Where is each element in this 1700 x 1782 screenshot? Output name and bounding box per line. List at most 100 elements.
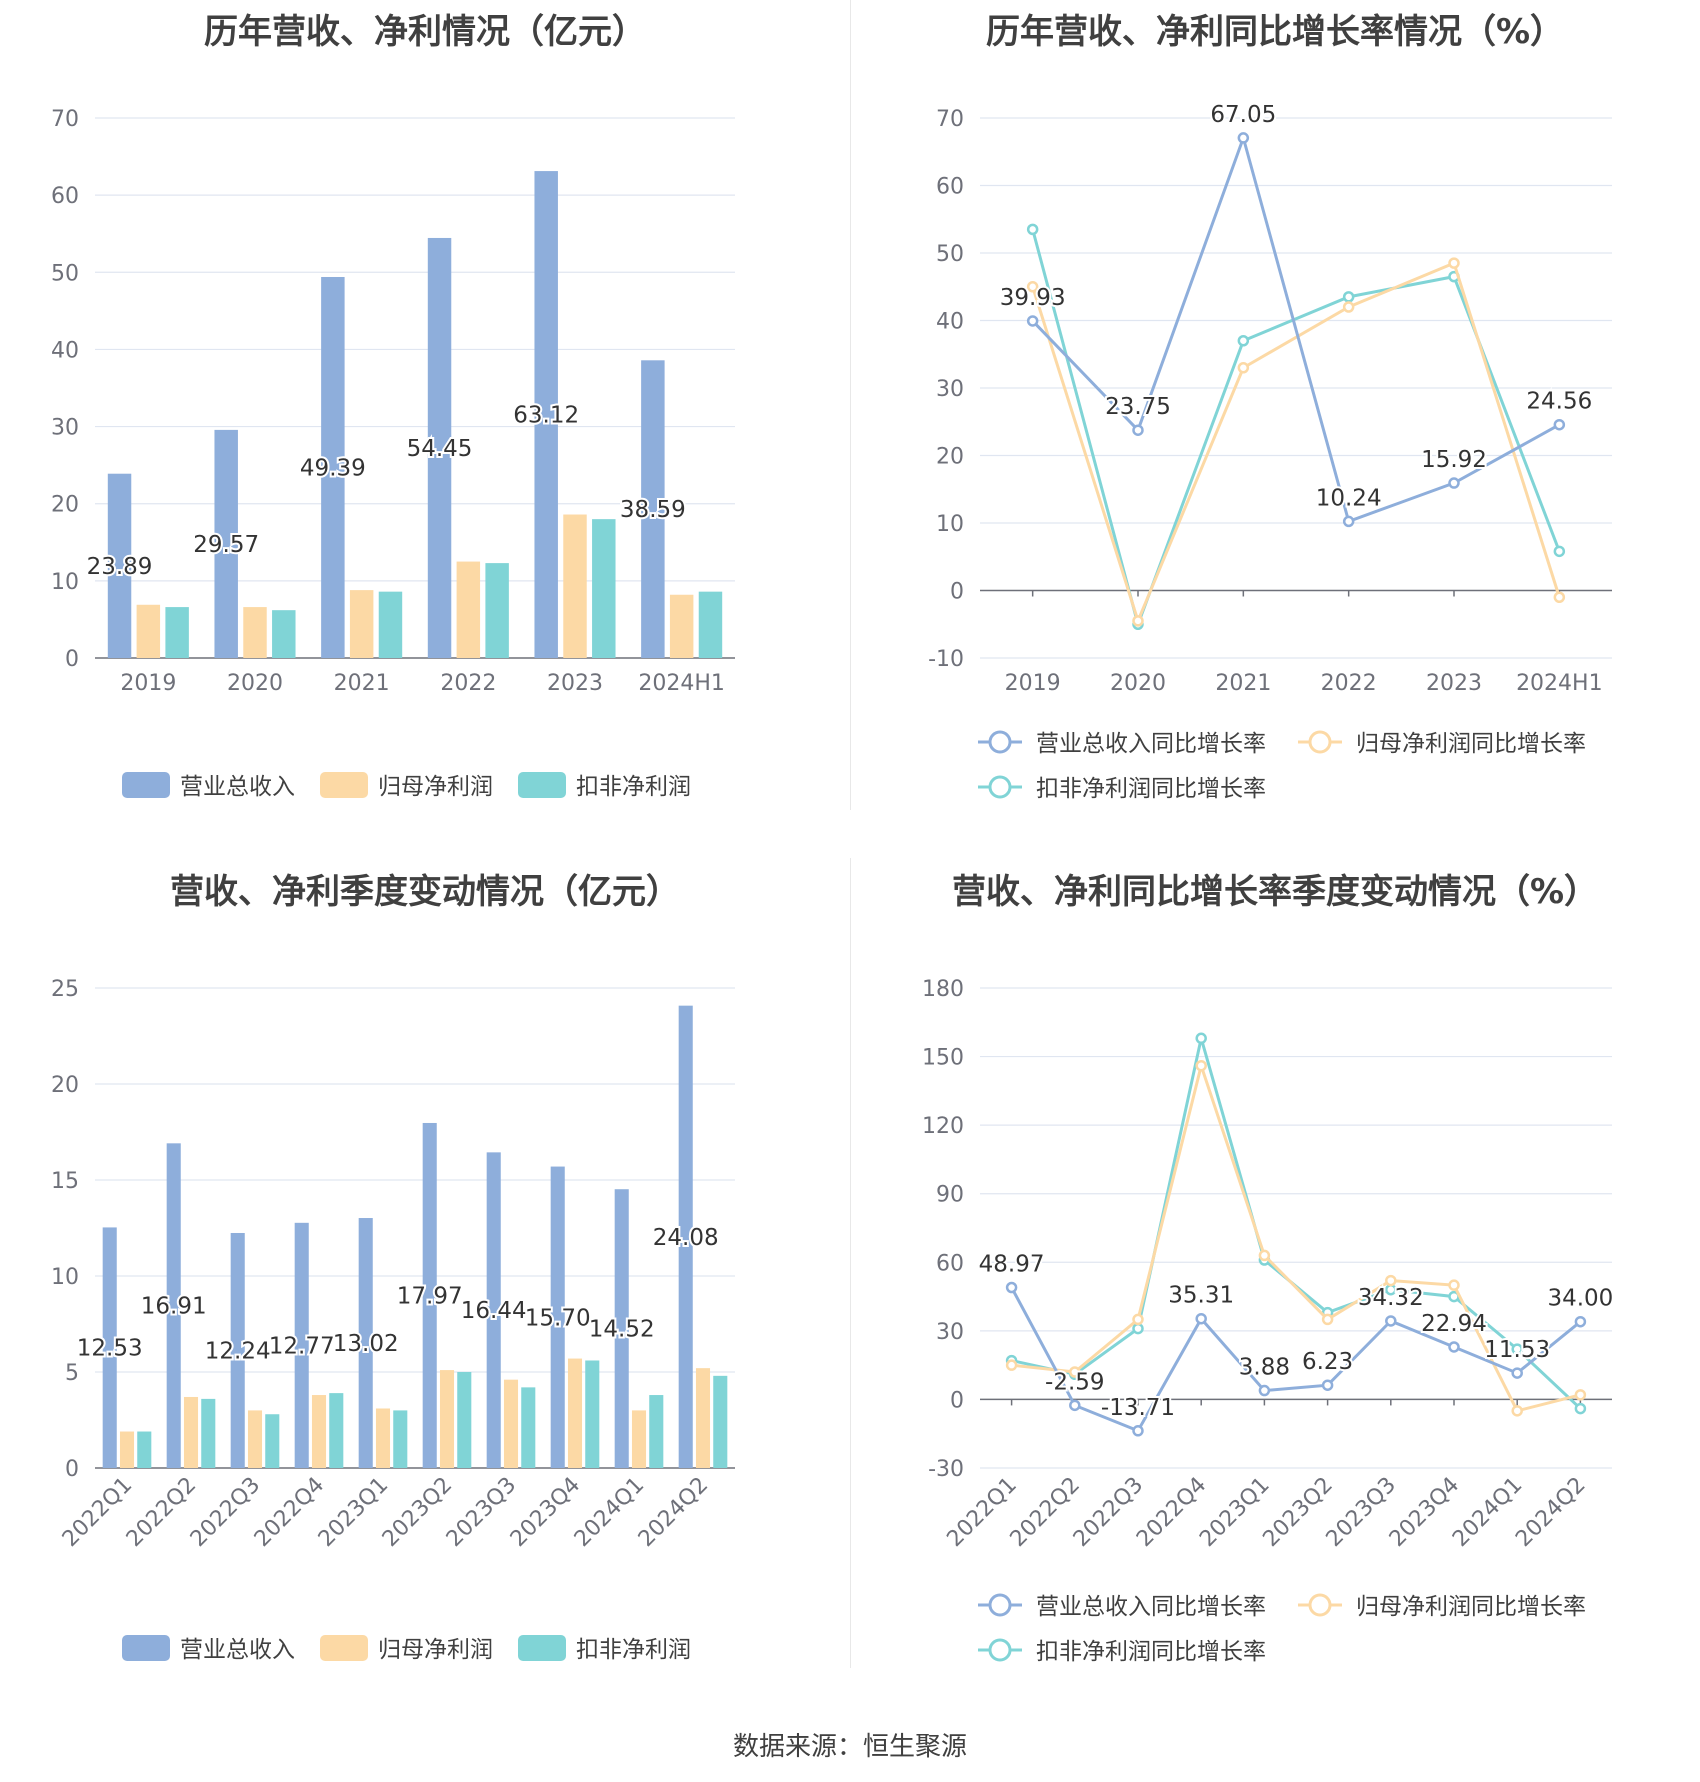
x-tick-label: 2023 (1426, 671, 1482, 696)
y-tick-label: 70 (936, 107, 964, 132)
y-tick-label: 60 (936, 1251, 964, 1276)
y-tick-label: 90 (936, 1183, 964, 1208)
bar-revenue (294, 1222, 309, 1468)
x-tick-label: 2019 (120, 671, 176, 696)
bar-revenue (102, 1227, 117, 1468)
x-tick-label: 2022Q3 (186, 1473, 265, 1552)
data-label: 16.44 (461, 1298, 527, 1324)
y-tick-label: 50 (51, 261, 79, 286)
x-tick-label: 2024Q2 (634, 1473, 713, 1552)
legend-swatch (122, 772, 170, 798)
x-tick-label: 2024H1 (1516, 671, 1603, 696)
data-label: 29.57 (193, 532, 259, 558)
bar-deducted-profit (457, 1372, 472, 1468)
bar-revenue (230, 1232, 245, 1468)
chart-quarterly-revenue-profit: 营收、净利季度变动情况（亿元） 0 5 10 15 20 25 2022Q1 2022Q2 20… (0, 860, 850, 1710)
data-point (1195, 1059, 1207, 1072)
legend-marker (988, 1593, 1012, 1617)
data-label: 10.24 (1316, 485, 1382, 511)
y-tick-label: 20 (51, 493, 79, 518)
data-point (1342, 301, 1355, 313)
x-tick-label: 2023Q3 (1322, 1473, 1401, 1552)
data-point (1132, 424, 1144, 436)
data-label: 15.92 (1421, 447, 1487, 473)
bar-deducted-profit (521, 1387, 536, 1468)
data-point (1511, 1405, 1523, 1417)
y-tick-label: 150 (922, 1046, 964, 1071)
legend-label: 归母净利润同比增长率 (1356, 1594, 1586, 1620)
data-point (1132, 1313, 1144, 1326)
bar-deducted-profit (393, 1410, 408, 1468)
bar-deducted-profit (137, 1431, 152, 1468)
bar-net-profit (311, 1395, 327, 1468)
data-label: 34.32 (1358, 1285, 1424, 1311)
legend-label: 营业总收入同比增长率 (1036, 731, 1266, 757)
data-source: 数据来源：恒生聚源 (732, 1732, 967, 1762)
series-line (1031, 132, 1561, 524)
bar-net-profit (669, 594, 694, 658)
bar-net-profit (183, 1396, 199, 1468)
divider-top (850, 0, 851, 810)
data-point (1385, 1274, 1397, 1287)
bar-revenue (486, 1152, 501, 1468)
bar-deducted-profit (329, 1393, 344, 1468)
data-point (1005, 1359, 1018, 1371)
bar-revenue (550, 1166, 565, 1468)
legend-marker (988, 730, 1012, 754)
data-point (1321, 1313, 1334, 1326)
data-point (1448, 1341, 1460, 1353)
data-label: -13.71 (1101, 1395, 1175, 1421)
bar-net-profit (503, 1379, 519, 1468)
x-tick-label: 2023Q4 (1385, 1473, 1464, 1552)
x-tick-label: 2022Q4 (250, 1473, 329, 1552)
x-tick-label: 2023Q1 (1195, 1473, 1274, 1552)
legend-label: 营业总收入同比增长率 (1036, 1594, 1266, 1620)
data-point (1448, 1279, 1460, 1291)
data-label: 12.77 (269, 1333, 335, 1359)
data-label: 3.88 (1239, 1355, 1290, 1381)
data-point (1026, 281, 1039, 293)
y-tick-label: 30 (51, 416, 79, 441)
data-label: 54.45 (407, 436, 473, 462)
bar-revenue (358, 1218, 373, 1468)
y-tick-label: 0 (950, 1388, 964, 1413)
legend-swatch (122, 1635, 170, 1661)
y-tick-label: 5 (65, 1361, 79, 1386)
bar-net-profit (247, 1410, 263, 1468)
legend-label: 归母净利润 (378, 774, 493, 800)
bar-deducted-profit (713, 1375, 728, 1468)
series-line (1010, 1286, 1582, 1433)
data-point (1574, 1389, 1587, 1401)
bar-revenue (214, 429, 238, 658)
bar-revenue (166, 1143, 181, 1468)
y-tick-label: 50 (936, 242, 964, 267)
series-line (1011, 1060, 1581, 1413)
data-label: 39.93 (1000, 285, 1066, 311)
bar-net-profit (349, 590, 374, 658)
chart-title: 营收、净利季度变动情况（亿元） (170, 872, 680, 912)
chart-quarterly-growth-rate: 营收、净利同比增长率季度变动情况（%） -30 0 30 60 90 120 150 180 2… (850, 860, 1700, 1710)
data-point (1553, 418, 1566, 431)
bar-net-profit (695, 1368, 711, 1468)
y-tick-label: 60 (936, 175, 964, 200)
bar-deducted-profit (485, 563, 509, 658)
y-tick-label: 180 (922, 977, 964, 1002)
bar-net-profit (456, 561, 481, 658)
data-point (1511, 1367, 1523, 1379)
legend-label: 扣非净利润 (576, 774, 691, 800)
y-tick-label: 30 (936, 1320, 964, 1345)
data-point (1321, 1379, 1334, 1391)
bar-revenue (107, 473, 132, 658)
y-tick-label: -30 (928, 1457, 964, 1482)
bar-revenue (422, 1122, 437, 1468)
data-label: 22.94 (1421, 1311, 1487, 1337)
legend-marker (988, 1638, 1012, 1662)
x-tick-label: 2023 (547, 671, 603, 696)
legend-swatch (320, 1635, 368, 1661)
legend-swatch (518, 1635, 566, 1661)
x-tick-label: 2023Q1 (314, 1473, 393, 1552)
bar-revenue (641, 360, 665, 658)
data-point (1511, 1343, 1523, 1355)
data-label: 23.89 (87, 554, 153, 580)
x-tick-label: 2020 (1110, 671, 1166, 696)
